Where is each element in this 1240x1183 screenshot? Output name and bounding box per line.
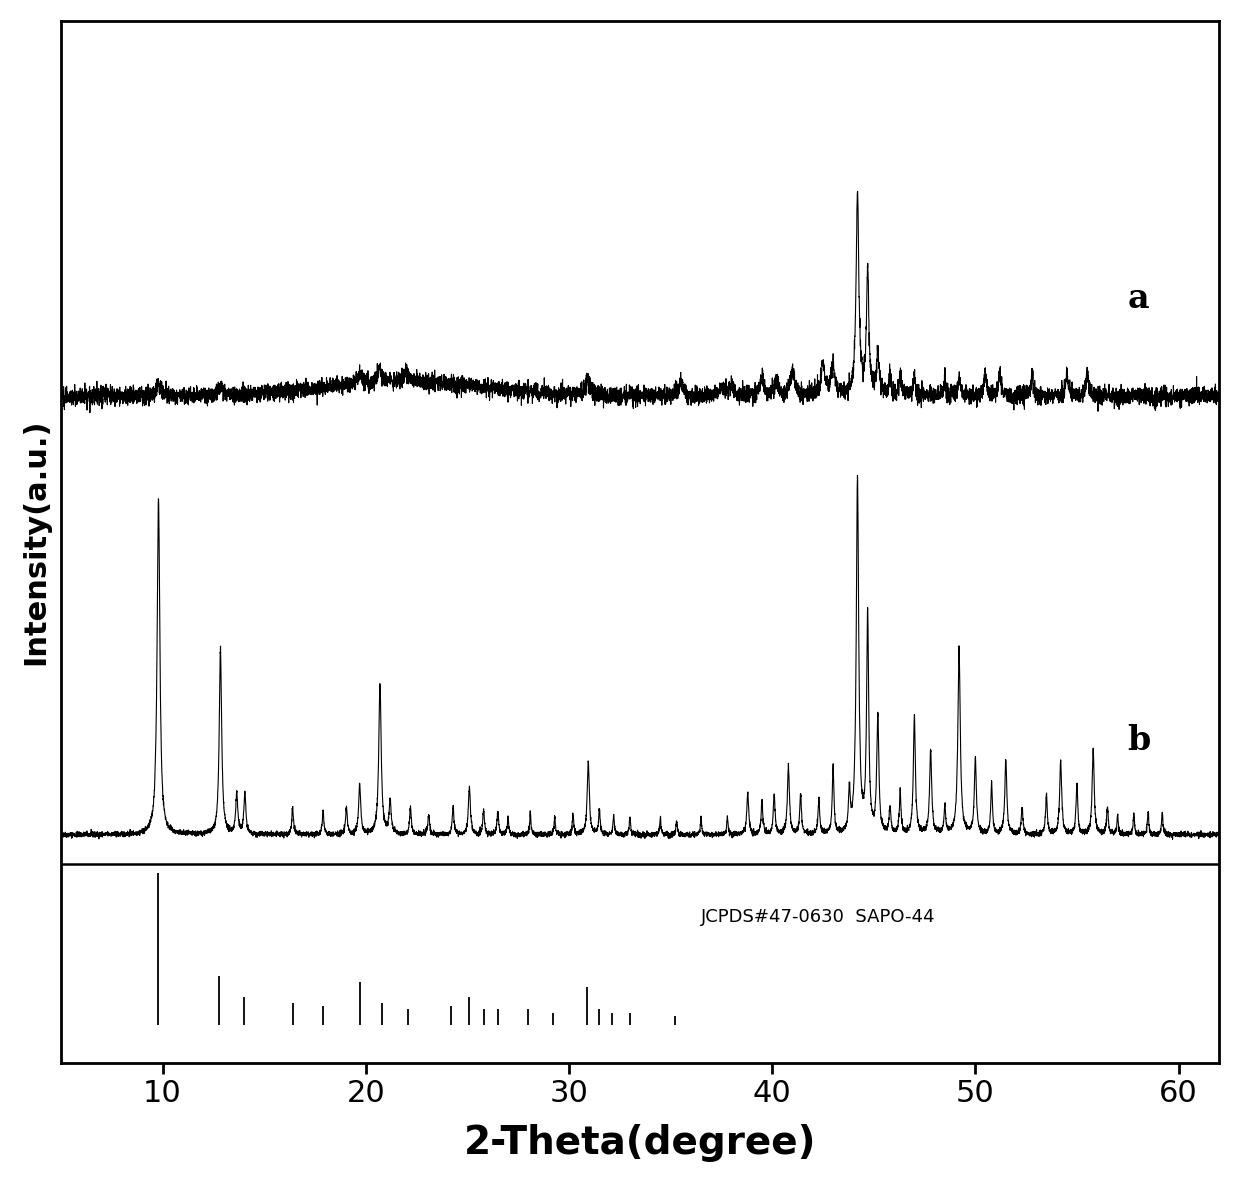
Text: JCPDS#47-0630  SAPO-44: JCPDS#47-0630 SAPO-44 [701,909,935,926]
Text: b: b [1127,724,1151,757]
X-axis label: 2-Theta(degree): 2-Theta(degree) [464,1124,816,1162]
Text: a: a [1127,282,1149,315]
Y-axis label: Intensity(a.u.): Intensity(a.u.) [21,419,50,665]
